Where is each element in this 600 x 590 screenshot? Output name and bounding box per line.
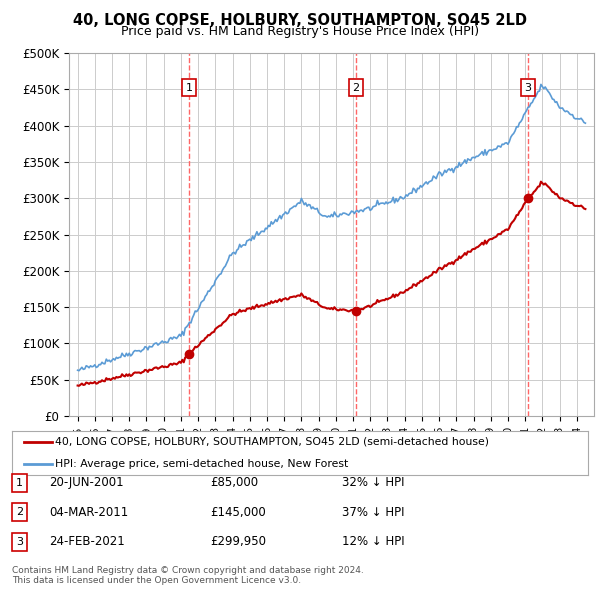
Text: 1: 1 — [185, 83, 193, 93]
Text: HPI: Average price, semi-detached house, New Forest: HPI: Average price, semi-detached house,… — [55, 459, 349, 469]
Text: 2: 2 — [352, 83, 359, 93]
Text: 40, LONG COPSE, HOLBURY, SOUTHAMPTON, SO45 2LD: 40, LONG COPSE, HOLBURY, SOUTHAMPTON, SO… — [73, 13, 527, 28]
Text: £299,950: £299,950 — [210, 535, 266, 548]
Text: 32% ↓ HPI: 32% ↓ HPI — [342, 476, 404, 489]
Text: 2: 2 — [16, 507, 23, 517]
Text: 1: 1 — [16, 478, 23, 487]
Text: 3: 3 — [524, 83, 531, 93]
Text: 20-JUN-2001: 20-JUN-2001 — [49, 476, 124, 489]
Text: £145,000: £145,000 — [210, 506, 266, 519]
Text: 04-MAR-2011: 04-MAR-2011 — [49, 506, 128, 519]
Text: 3: 3 — [16, 537, 23, 546]
Text: £85,000: £85,000 — [210, 476, 258, 489]
Text: 37% ↓ HPI: 37% ↓ HPI — [342, 506, 404, 519]
Text: Price paid vs. HM Land Registry's House Price Index (HPI): Price paid vs. HM Land Registry's House … — [121, 25, 479, 38]
Text: 24-FEB-2021: 24-FEB-2021 — [49, 535, 125, 548]
Text: 12% ↓ HPI: 12% ↓ HPI — [342, 535, 404, 548]
Text: 40, LONG COPSE, HOLBURY, SOUTHAMPTON, SO45 2LD (semi-detached house): 40, LONG COPSE, HOLBURY, SOUTHAMPTON, SO… — [55, 437, 489, 447]
Text: Contains HM Land Registry data © Crown copyright and database right 2024.
This d: Contains HM Land Registry data © Crown c… — [12, 566, 364, 585]
